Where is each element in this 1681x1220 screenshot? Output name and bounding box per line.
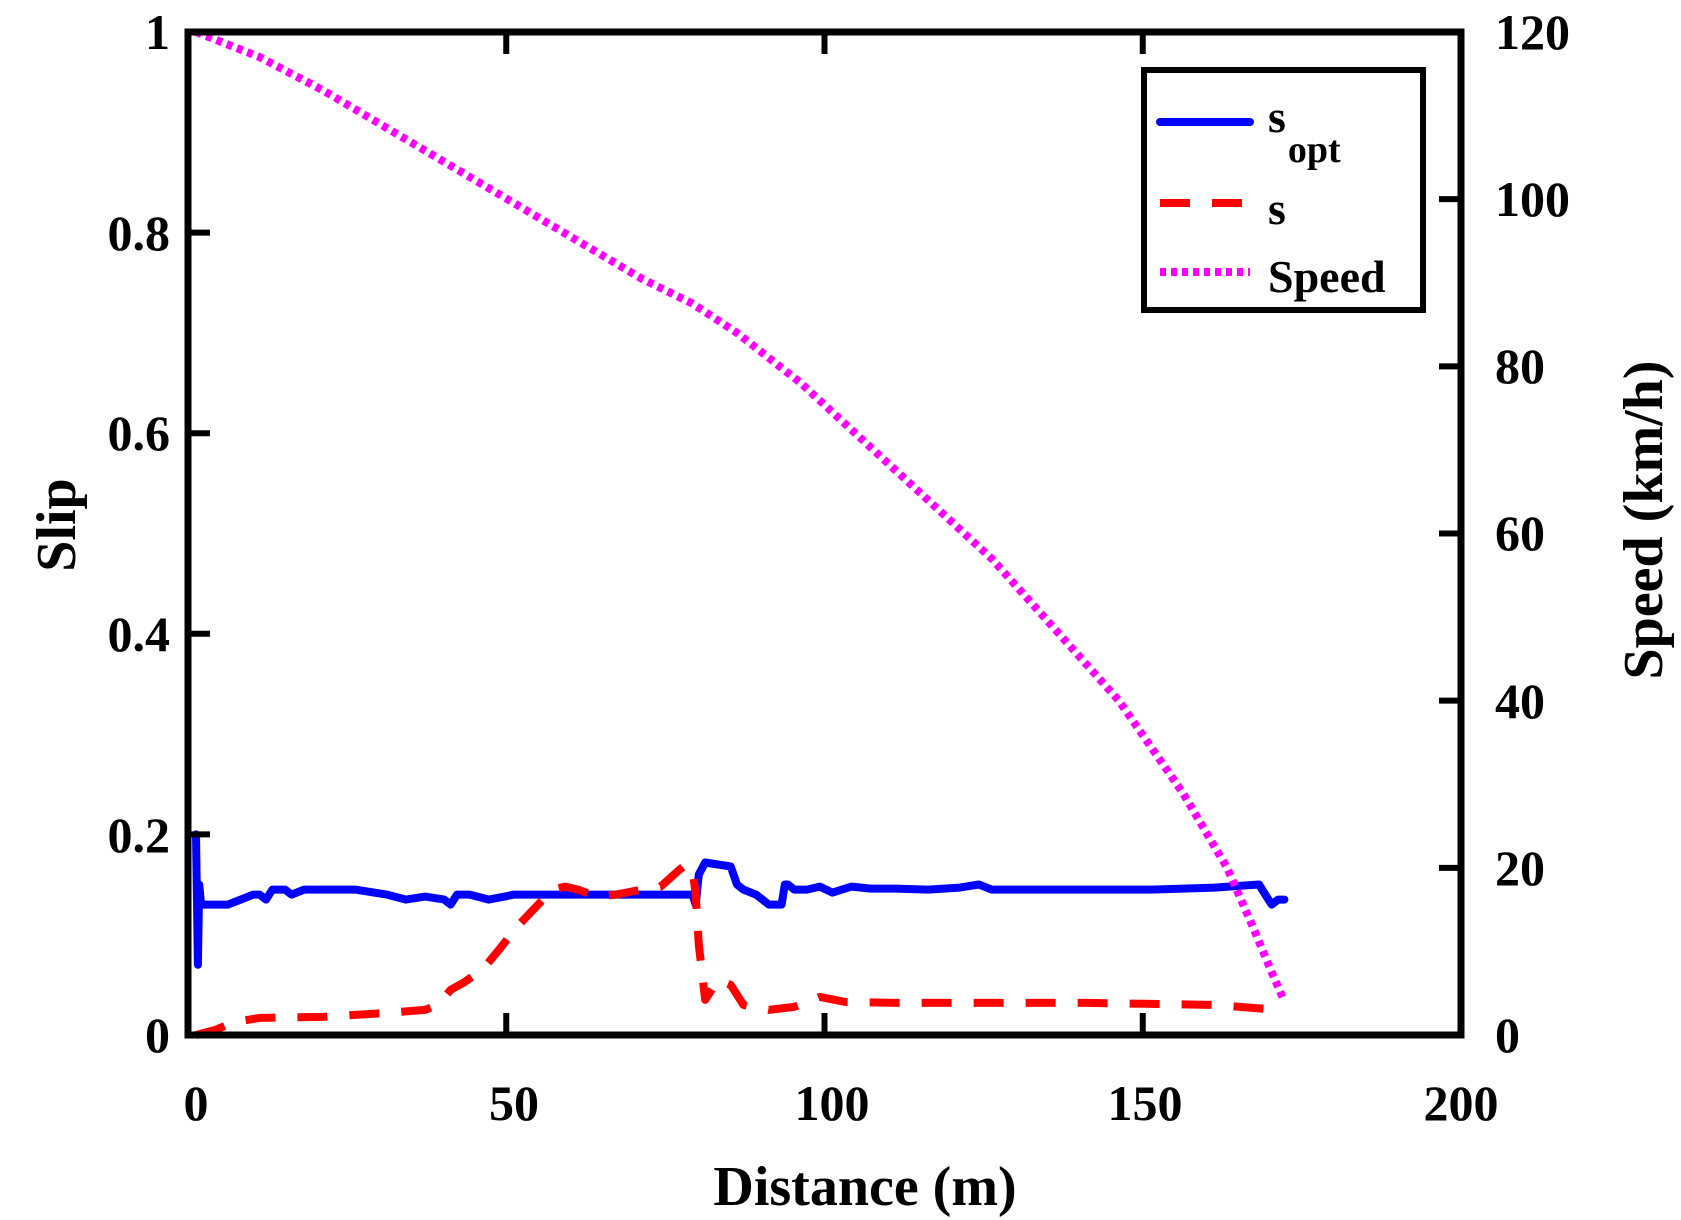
y-tick-labels: 0 0.2 0.4 0.6 0.8 1: [108, 4, 171, 1063]
x-tick-label: 0: [184, 1075, 209, 1131]
legend: sopt s Speed: [1141, 67, 1426, 313]
y2-tick-label: 60: [1495, 505, 1545, 561]
y2-tick-label: 80: [1495, 338, 1545, 394]
legend-label-s-opt: sopt: [1268, 91, 1341, 171]
x-tick-label: 200: [1424, 1075, 1499, 1131]
x-tick-labels: 0 50 100 150 200: [184, 1075, 1499, 1131]
x-tick-label: 100: [795, 1075, 870, 1131]
y2-tick-label: 40: [1495, 673, 1545, 729]
legend-label-s: s: [1268, 183, 1286, 234]
legend-box: [1141, 67, 1426, 313]
x-tick-label: 50: [489, 1075, 539, 1131]
series-layer: [192, 28, 1289, 1039]
y-axis-title: Slip: [26, 478, 88, 571]
y-tick-label: 0.6: [108, 405, 171, 461]
series-line-speed: [194, 28, 1289, 1004]
y-tick-label: 0: [145, 1007, 170, 1063]
legend-label-speed: Speed: [1268, 251, 1386, 302]
y-tick-label: 1: [145, 4, 170, 60]
y-tick-label: 0.8: [108, 205, 171, 261]
x-axis-title: Distance (m): [713, 1156, 1016, 1218]
y2-tick-label: 20: [1495, 840, 1545, 896]
y-tick-label: 0.4: [108, 606, 171, 662]
y2-tick-label: 0: [1495, 1007, 1520, 1063]
y2-tick-label: 120: [1495, 4, 1570, 60]
y-tick-label: 0.2: [108, 807, 171, 863]
x-tick-label: 150: [1108, 1075, 1183, 1131]
tick-layer: [185, 29, 1464, 1038]
y2-tick-label: 100: [1495, 171, 1570, 227]
legend-label-s-opt-main: s: [1268, 91, 1286, 142]
y2-axis-title: Speed (km/h): [1613, 361, 1675, 680]
legend-label-s-opt-sub: opt: [1288, 129, 1341, 171]
y2-tick-labels: 0 20 40 60 80 100 120: [1495, 4, 1570, 1063]
